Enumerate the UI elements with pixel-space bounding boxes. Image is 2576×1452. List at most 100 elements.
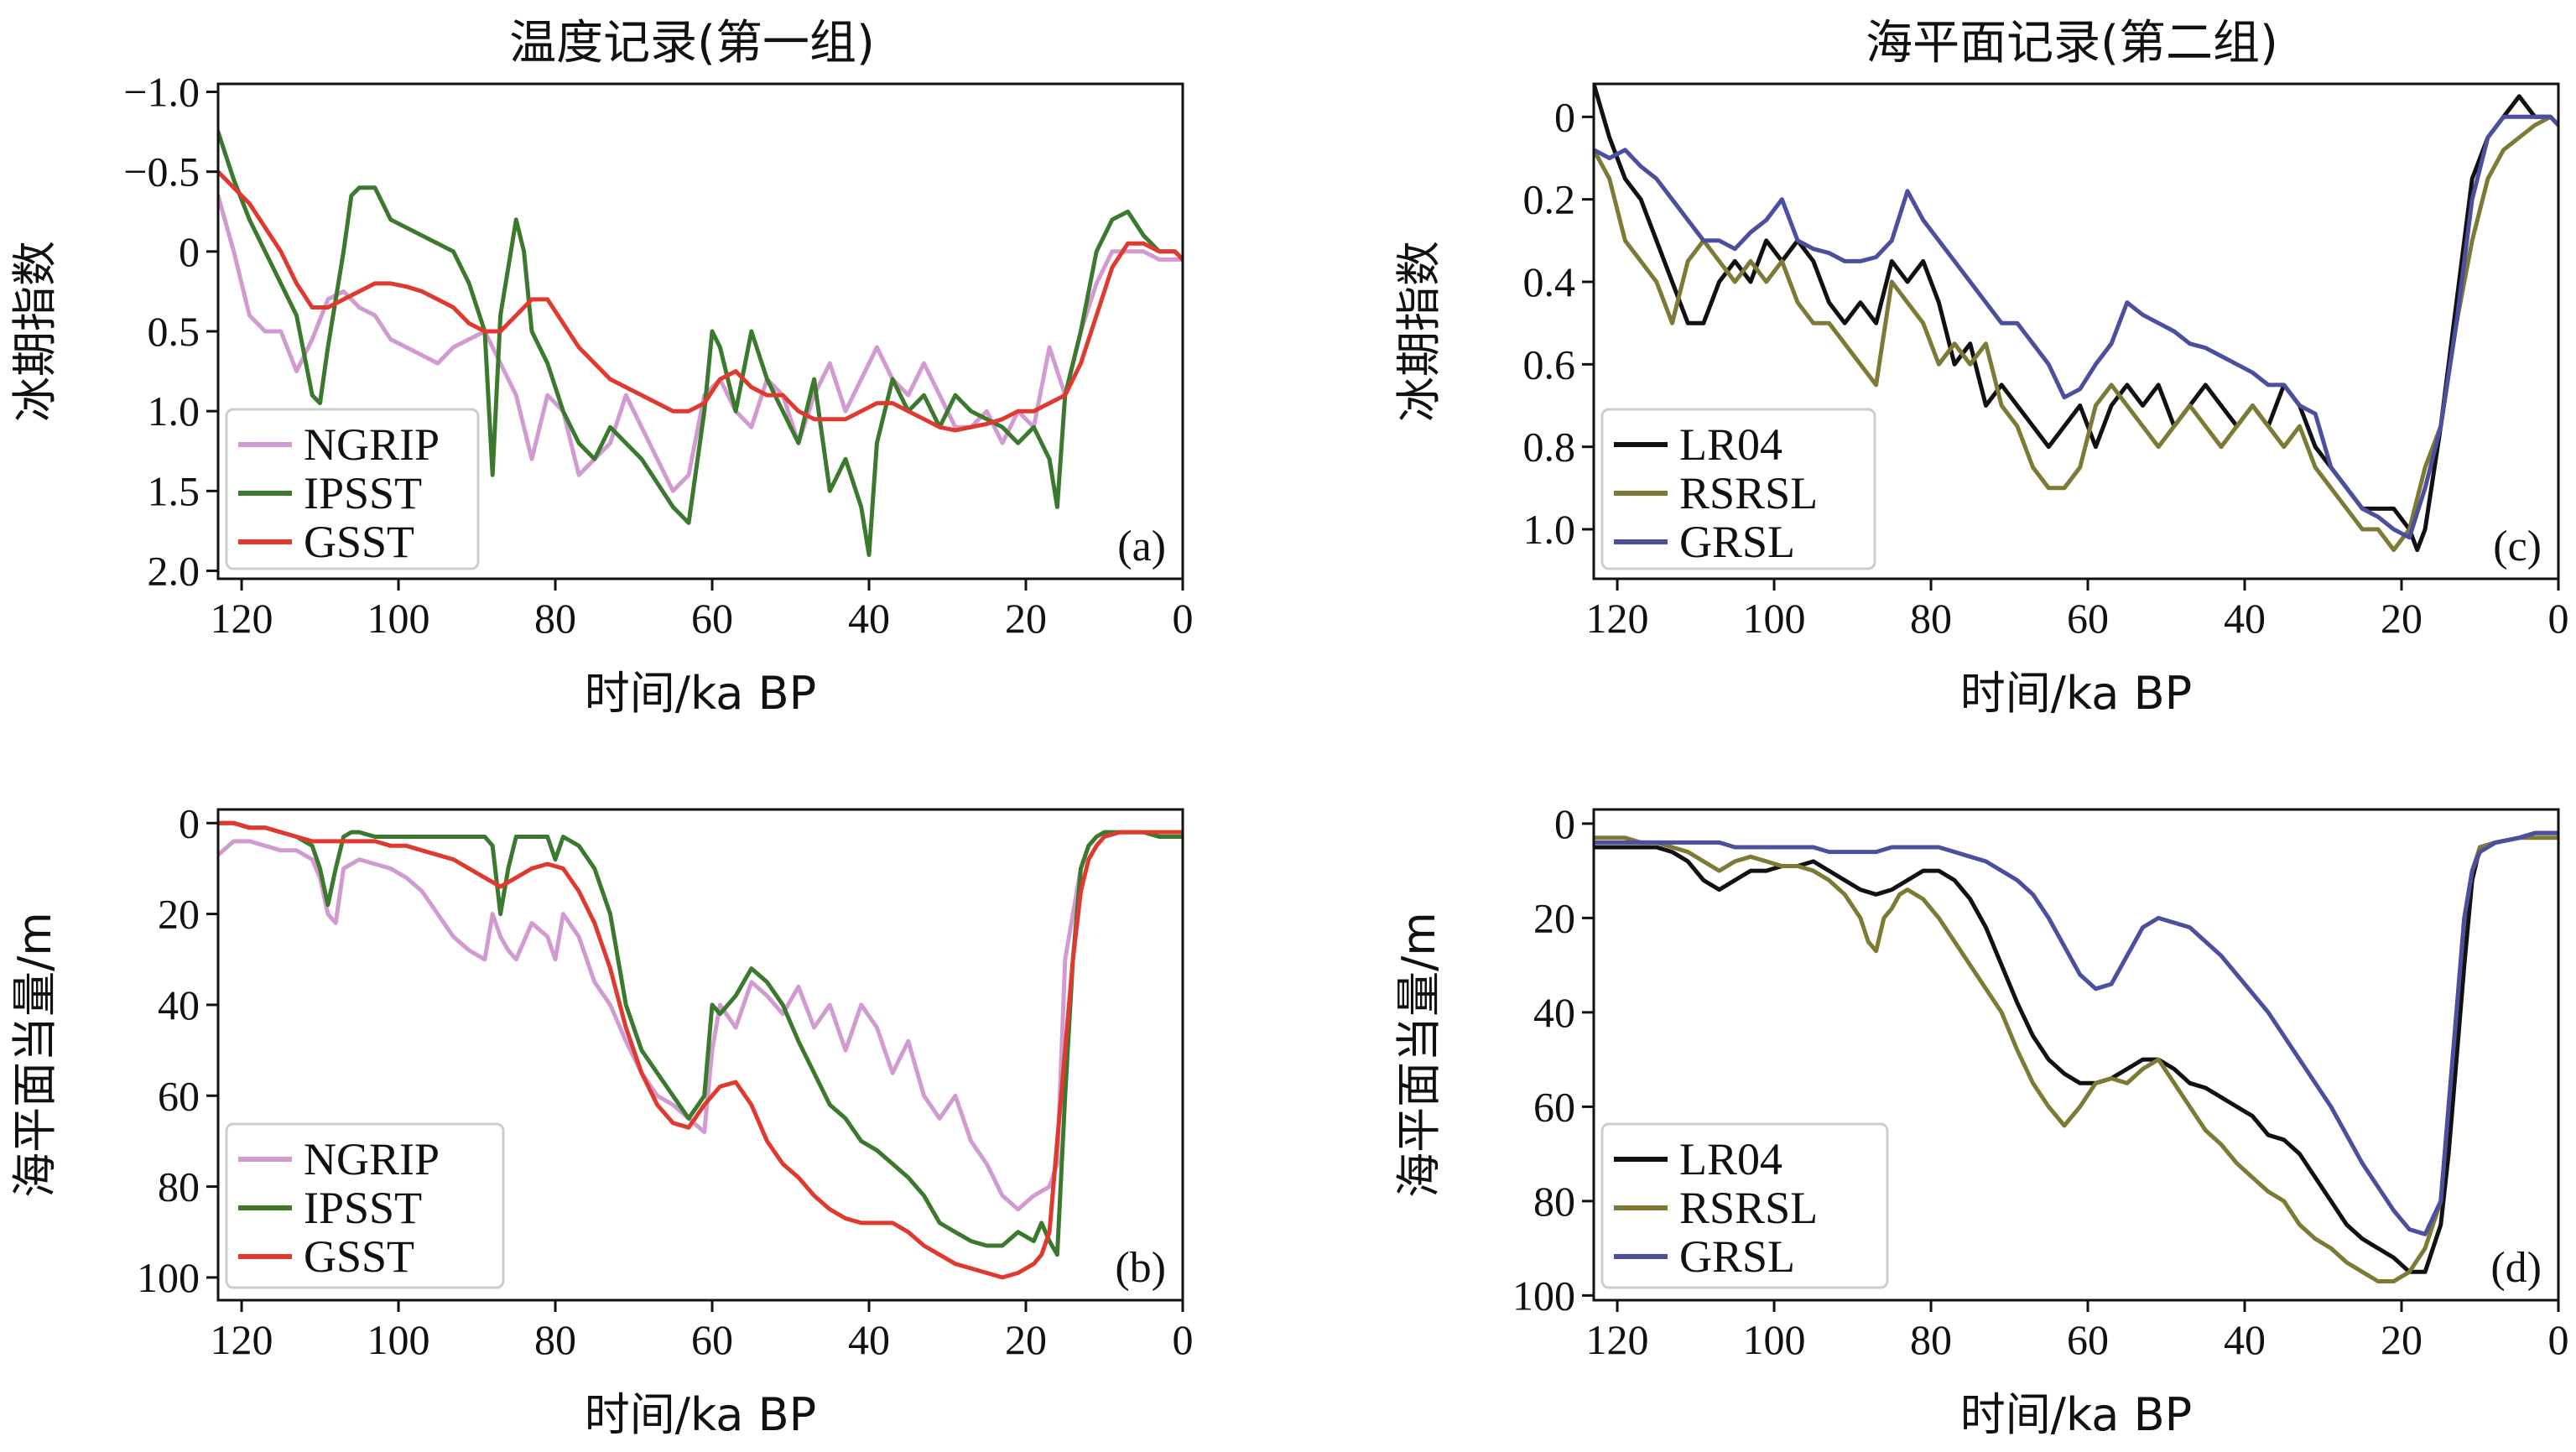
series-group	[218, 129, 1183, 557]
axes-frame	[1592, 82, 2560, 580]
legend-label-lr04: LR04	[1679, 1134, 1782, 1184]
x-tick-label: 100	[1743, 595, 1806, 642]
x-tick-label: 0	[2548, 1316, 2569, 1363]
y-tick-label: 100	[1512, 1272, 1575, 1319]
y-axis-label: 冰期指数	[1392, 241, 1445, 422]
y-axis-label: 冰期指数	[8, 241, 61, 422]
y-tick-label: 0.2	[1523, 176, 1576, 223]
y-tick-label: −1.0	[123, 69, 200, 116]
y-tick-label: 0.6	[1523, 341, 1576, 388]
x-tick-label: 80	[1910, 595, 1952, 642]
series-line-grsl	[1594, 114, 2558, 540]
panel-a-temperature-glacial-index: 120 100 80 60 40 20 0 −1.0 −0.5 0 0.5 1.0 1.5 2.0 时间/k…	[8, 69, 1194, 720]
series-line-lr04	[1594, 84, 2558, 553]
legend-label-gsst: GSST	[304, 517, 414, 567]
legend-box	[225, 1122, 505, 1289]
x-tick-label: 60	[2067, 1316, 2109, 1363]
y-tick-label: 0.5	[148, 308, 200, 355]
x-tick-label: 20	[2381, 595, 2422, 642]
series-line-gsst	[218, 820, 1183, 1280]
y-axis-label: 海平面当量/m	[1392, 912, 1445, 1198]
y-tick-label: 0	[1554, 800, 1575, 847]
panel-tag: (c)	[2493, 523, 2542, 570]
x-tick-label: 0	[2548, 595, 2569, 642]
x-tick-label: 120	[1586, 1316, 1649, 1363]
series-line-grsl	[1594, 830, 2558, 1236]
y-tick-label: 100	[137, 1254, 200, 1301]
x-axis-label: 时间/ka BP	[585, 667, 816, 720]
y-tick-label: 60	[158, 1072, 200, 1119]
y-tick-label: 40	[1533, 989, 1575, 1036]
y-tick-label: 0	[179, 228, 200, 275]
figure-title-left: 温度记录(第一组)	[509, 16, 875, 70]
legend-label-grsl: GRSL	[1679, 517, 1795, 567]
axes-frame	[1592, 808, 2560, 1302]
x-tick-label: 80	[534, 1316, 576, 1363]
x-tick-label: 40	[848, 1316, 890, 1363]
y-tick-label: 0	[1554, 93, 1575, 140]
legend-label-ngrip: NGRIP	[304, 1134, 440, 1184]
legend-box	[1600, 1122, 1889, 1289]
series-line-gsst	[218, 169, 1183, 433]
series-line-ipsst	[218, 820, 1183, 1257]
legend-label-rsrsl: RSRSL	[1679, 468, 1818, 518]
x-tick-label: 20	[1005, 1316, 1047, 1363]
legend-label-gsst: GSST	[304, 1231, 414, 1282]
panel-c-sealevel-glacial-index: 120 100 80 60 40 20 0 0 0.2 0.4 0.6 0.8 1.0 时间/ka BP 冰…	[1392, 82, 2569, 720]
y-tick-label: 40	[158, 981, 200, 1028]
x-tick-label: 20	[1005, 595, 1047, 642]
panel-tag: (a)	[1117, 523, 1166, 570]
series-line-ipsst	[218, 129, 1183, 557]
series-group	[1594, 830, 2558, 1283]
x-tick-label: 80	[1910, 1316, 1952, 1363]
x-tick-label: 40	[2224, 1316, 2266, 1363]
legend-box	[225, 408, 480, 570]
x-axis-label: 时间/ka BP	[1960, 667, 2192, 720]
series-line-rsrsl	[1594, 835, 2558, 1283]
y-tick-label: 1.0	[1523, 506, 1576, 553]
y-tick-label: 20	[1533, 894, 1575, 941]
x-tick-label: 60	[2067, 595, 2109, 642]
y-tick-label: 20	[158, 891, 200, 938]
x-tick-label: 40	[848, 595, 890, 642]
legend-label-ipsst: IPSST	[304, 1183, 422, 1233]
x-tick-label: 120	[211, 595, 273, 642]
series-line-lr04	[1594, 830, 2558, 1274]
legend-label-ipsst: IPSST	[304, 468, 422, 518]
x-tick-label: 100	[367, 595, 430, 642]
x-tick-label: 100	[1743, 1316, 1806, 1363]
series-group	[218, 820, 1183, 1280]
y-tick-label: 0	[179, 799, 200, 846]
x-tick-label: 40	[2224, 595, 2266, 642]
axes-frame	[216, 808, 1184, 1302]
x-tick-label: 120	[211, 1316, 273, 1363]
figure-title-right: 海平面记录(第二组)	[1866, 16, 2278, 70]
x-tick-label: 0	[1173, 1316, 1194, 1363]
y-tick-label: 2.0	[148, 547, 200, 594]
x-tick-label: 0	[1173, 595, 1194, 642]
legend-label-rsrsl: RSRSL	[1679, 1183, 1818, 1233]
y-tick-label: 80	[158, 1163, 200, 1210]
y-tick-label: 60	[1533, 1083, 1575, 1130]
legend-box	[1600, 408, 1876, 570]
y-tick-label: −0.5	[123, 148, 200, 195]
x-tick-label: 120	[1586, 595, 1649, 642]
legend-label-grsl: GRSL	[1679, 1231, 1795, 1282]
panel-tag: (d)	[2490, 1244, 2542, 1292]
y-tick-label: 1.0	[148, 388, 200, 435]
x-tick-label: 80	[534, 595, 576, 642]
legend-label-ngrip: NGRIP	[304, 419, 440, 470]
x-tick-label: 60	[691, 1316, 733, 1363]
series-group	[1594, 84, 2558, 553]
x-axis-label: 时间/ka BP	[1960, 1388, 2192, 1441]
y-tick-label: 0.4	[1523, 258, 1576, 305]
legend-label-lr04: LR04	[1679, 419, 1782, 470]
y-tick-label: 1.5	[148, 467, 200, 514]
x-tick-label: 60	[691, 595, 733, 642]
y-axis-label: 海平面当量/m	[8, 912, 61, 1198]
